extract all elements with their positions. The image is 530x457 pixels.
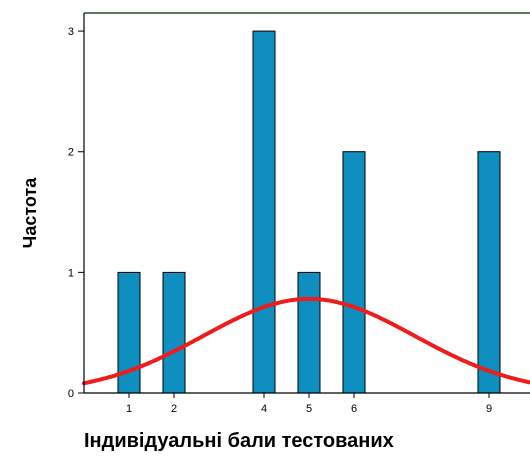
bar-x-2 <box>162 271 186 394</box>
x-tick-label-5: 5 <box>306 403 312 415</box>
bar-x-4 <box>252 30 276 394</box>
bars <box>117 30 501 394</box>
x-tick-label-2: 2 <box>171 403 177 415</box>
bar-x-9 <box>477 151 501 394</box>
x-tick-label-1: 1 <box>126 403 132 415</box>
bar-x-5 <box>297 271 321 394</box>
y-tick-label-0: 0 <box>68 388 74 400</box>
y-axis-title: Частота <box>20 177 40 249</box>
y-tick-label-1: 1 <box>68 267 74 279</box>
x-tick-label-4: 4 <box>261 403 267 415</box>
bar-x-6 <box>342 151 366 394</box>
x-tick-label-9: 9 <box>486 403 492 415</box>
axes: 0 1 2 3 1 2 4 5 6 9 <box>68 13 530 415</box>
x-axis-title: Індивідуальні бали тестованих <box>84 430 394 452</box>
normal-curve-layer <box>82 296 530 386</box>
y-tick-label-3: 3 <box>68 26 74 38</box>
normal-curve <box>82 296 530 386</box>
x-tick-label-6: 6 <box>351 403 357 415</box>
y-tick-label-2: 2 <box>68 147 74 159</box>
